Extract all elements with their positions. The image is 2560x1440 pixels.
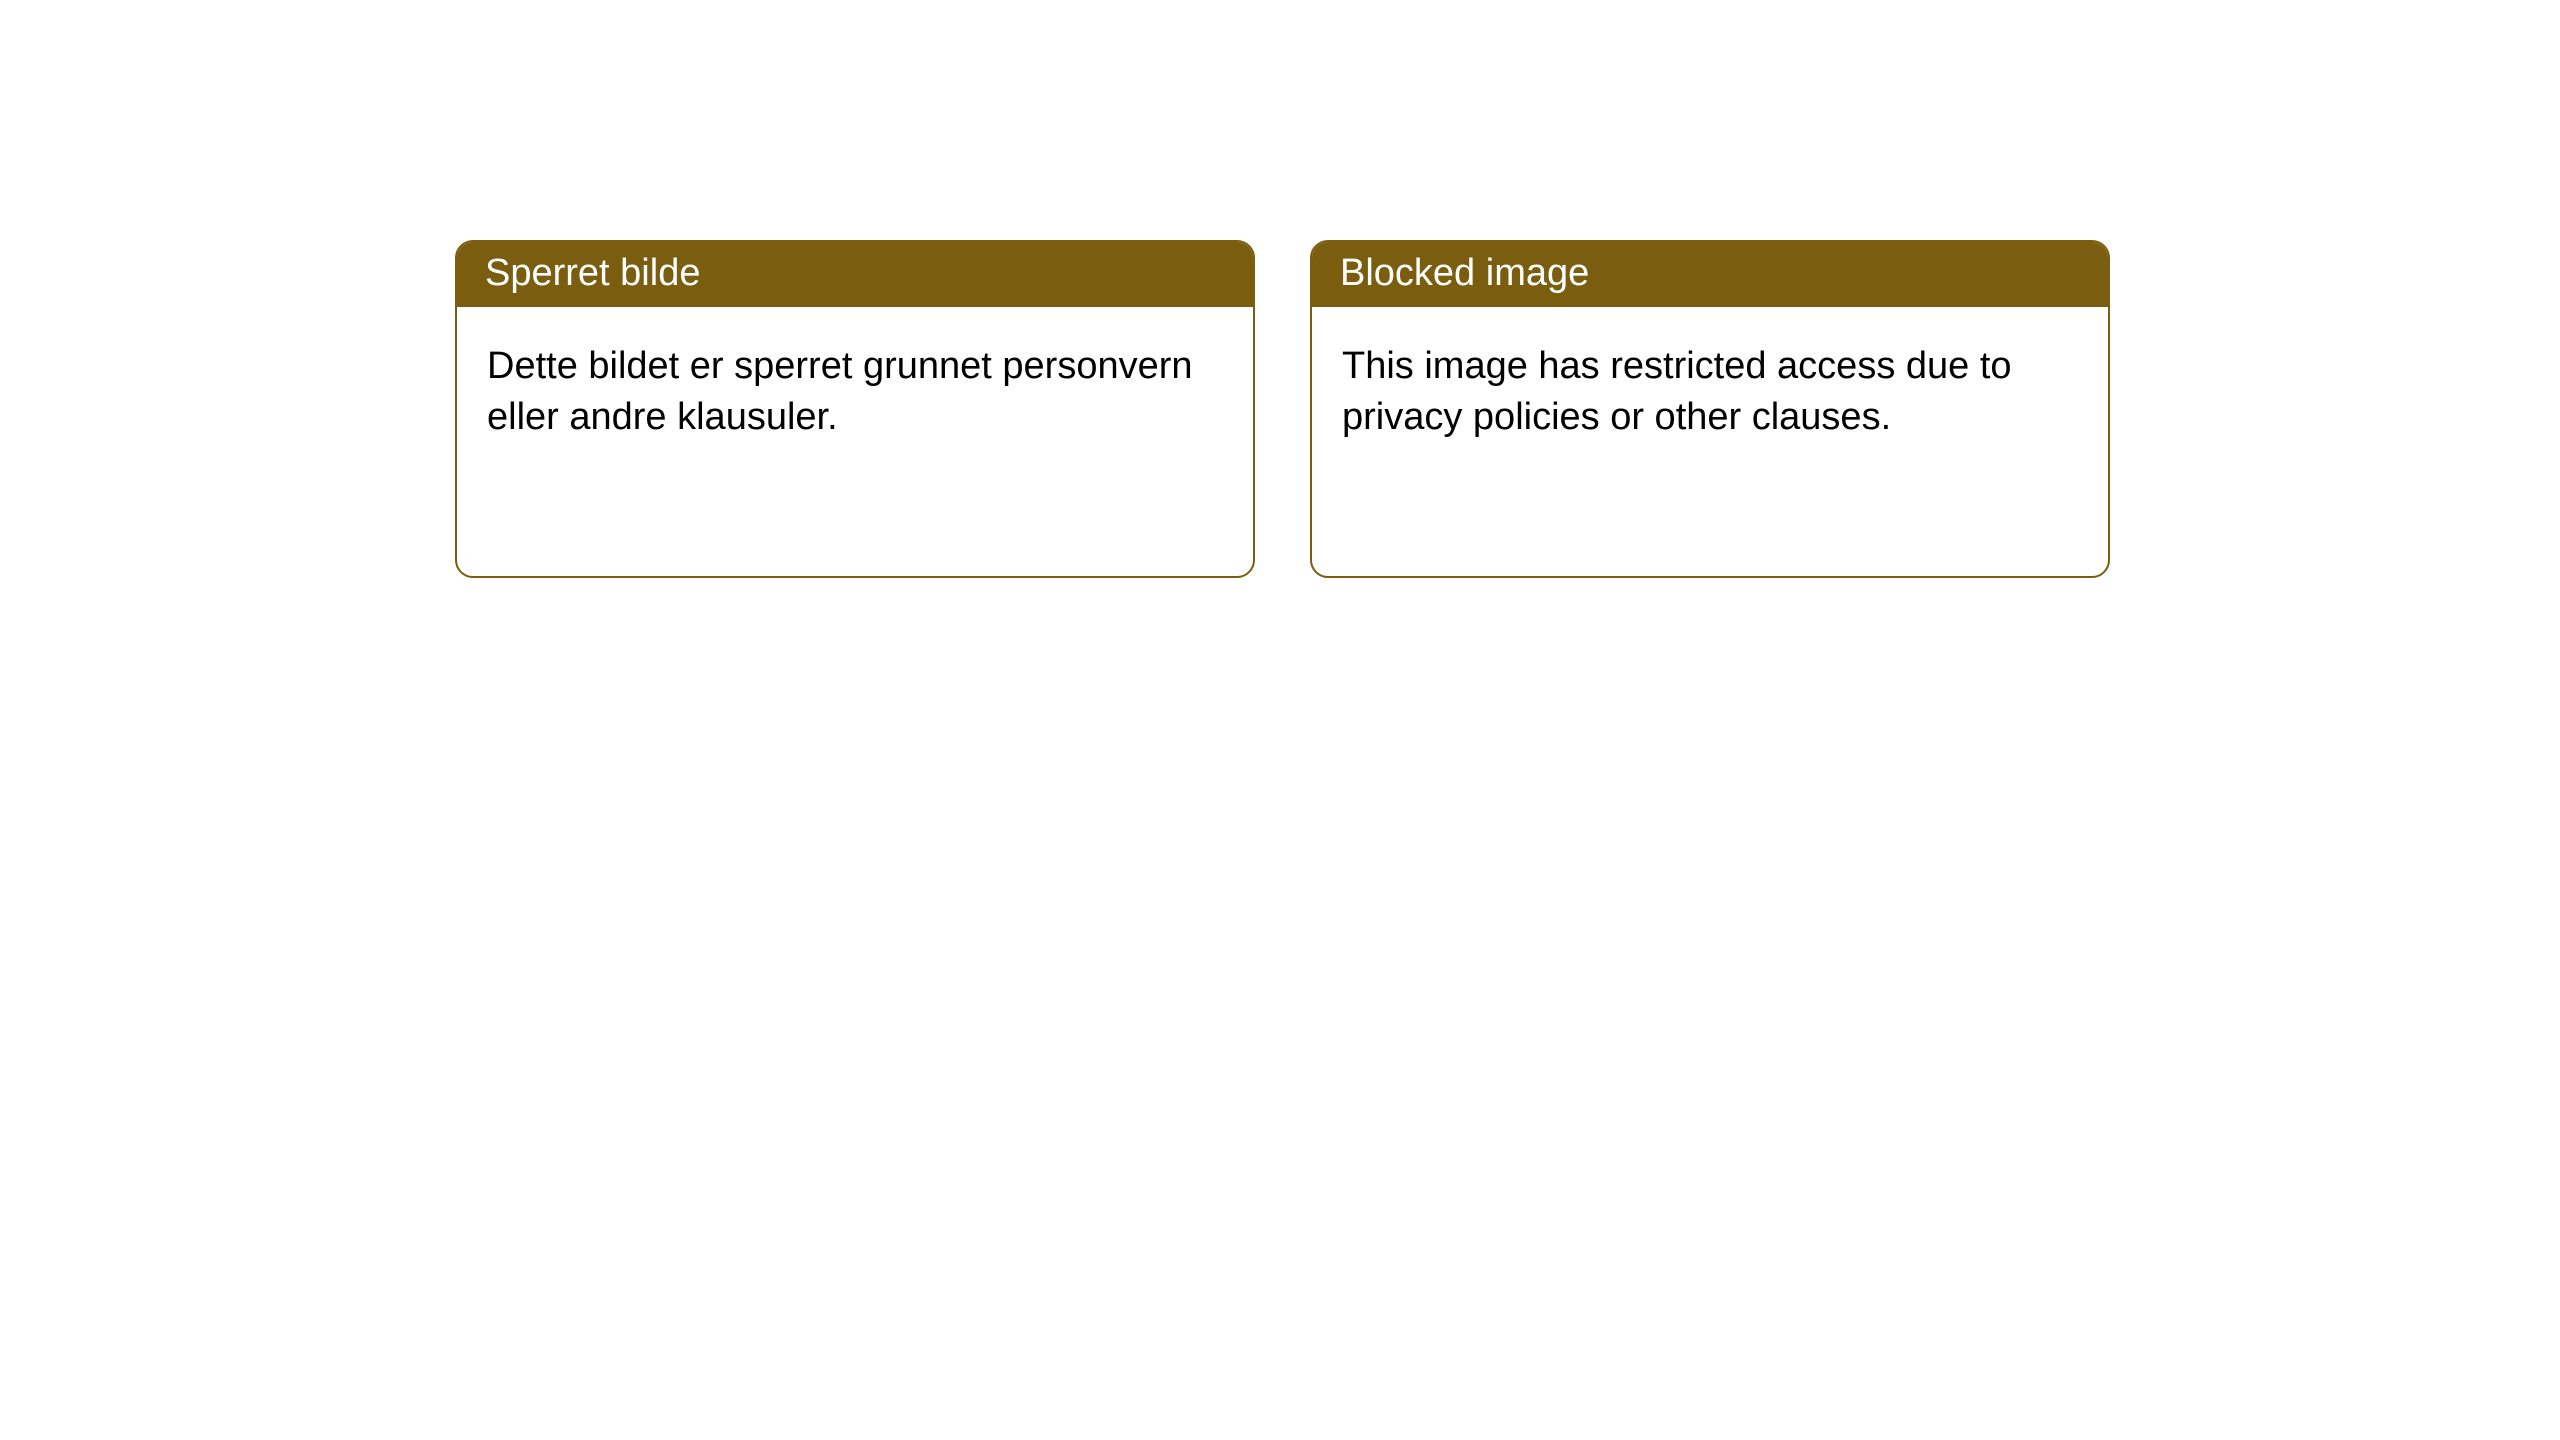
blocked-image-card-en: Blocked image This image has restricted … <box>1310 240 2110 578</box>
card-body: Dette bildet er sperret grunnet personve… <box>457 307 1253 482</box>
card-body: This image has restricted access due to … <box>1312 307 2108 482</box>
card-header: Sperret bilde <box>457 242 1253 307</box>
card-header: Blocked image <box>1312 242 2108 307</box>
blocked-image-card-no: Sperret bilde Dette bildet er sperret gr… <box>455 240 1255 578</box>
notice-container: Sperret bilde Dette bildet er sperret gr… <box>455 240 2110 578</box>
